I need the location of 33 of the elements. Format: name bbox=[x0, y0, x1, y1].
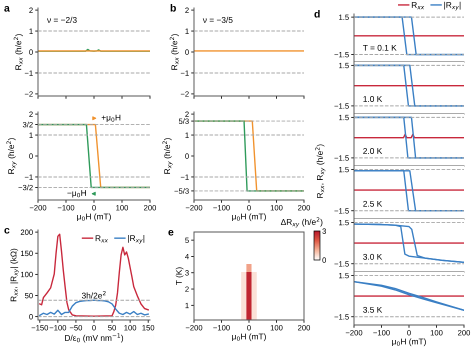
legend-label: |R$_{xy}$| bbox=[444, 2, 460, 10]
annotation: ν = −2/3 bbox=[46, 16, 77, 23]
annotation: 3.0 K bbox=[363, 254, 382, 260]
chart-title: a bbox=[4, 6, 10, 12]
y-axis-title: R$_{xy}$ (h/e$^{2}$) bbox=[162, 138, 173, 174]
color-bar-title: ΔR$_{xy}$ (h/e$^{2}$) bbox=[280, 217, 322, 228]
y-axis-title: R$_{xx}$ (h/e$^{2}$) bbox=[14, 34, 23, 70]
legend-label: R$_{xx}$ bbox=[96, 235, 108, 242]
annotation: 1.0 K bbox=[363, 96, 382, 102]
x-axis-title: D/ε$_{0}$ (mV nm$^{−1}$) bbox=[65, 333, 124, 343]
x-axis-title: μ$_{0}$H (mT) bbox=[232, 213, 266, 222]
annotation: −μ$_{0}$H bbox=[67, 190, 86, 198]
ref-line-label: 3h/2e$^{2}$ bbox=[82, 290, 106, 299]
chart-title: e bbox=[168, 230, 174, 236]
legend-label: |R$_{xy}$| bbox=[128, 235, 144, 244]
y-axis-title: T (K) bbox=[176, 267, 184, 285]
annotation: 3.5 K bbox=[363, 306, 382, 313]
y-axis-title: R$_{xx}$ (h/e$^{2}$) bbox=[170, 34, 179, 70]
annotation: 2.5 K bbox=[363, 200, 382, 207]
chart-title: d bbox=[314, 10, 320, 18]
x-axis-title: μ$_{0}$H (mT) bbox=[232, 333, 266, 342]
y-axis-title: R$_{xx}$, R$_{xy}$ (h/e$^{2}$) bbox=[315, 144, 326, 198]
y-axis-title: R$_{xy}$ (h/e$^{2}$) bbox=[6, 138, 17, 174]
y-axis-title: R$_{xx}$, |R$_{xy}$| (kΩ) bbox=[10, 248, 19, 302]
chart-title: c bbox=[4, 228, 10, 234]
annotation: ν = −3/5 bbox=[202, 16, 233, 23]
annotation: T = 0.1 K bbox=[362, 44, 397, 51]
legend-label: R$_{xx}$ bbox=[412, 2, 424, 10]
x-axis-title: μ$_{0}$H (mT) bbox=[392, 338, 426, 346]
x-axis-title: μ$_{0}$H (mT) bbox=[77, 213, 111, 222]
chart-title: b bbox=[170, 4, 176, 12]
annotation: 2.0 K bbox=[363, 148, 382, 154]
annotation: +μ$_{0}$H bbox=[102, 114, 120, 122]
